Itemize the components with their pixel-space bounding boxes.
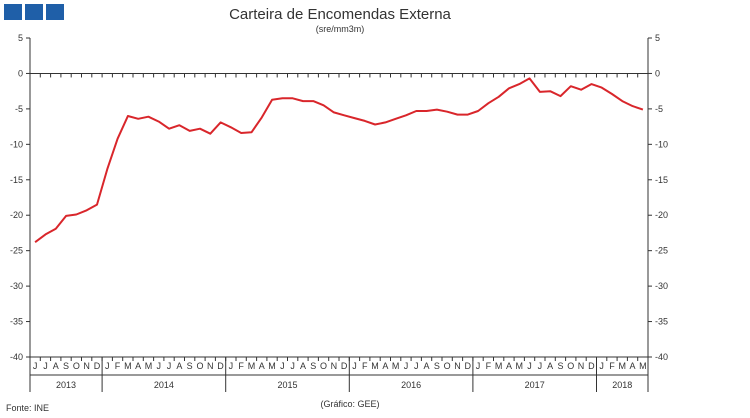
x-tick-label-month: M (495, 361, 503, 371)
x-tick-label-month: M (516, 361, 524, 371)
y-tick-label-right: -25 (655, 246, 668, 256)
y-tick-label-right: 5 (655, 33, 660, 43)
y-tick-label-left: -30 (10, 281, 23, 291)
y-tick-label-right: -20 (655, 210, 668, 220)
x-tick-label-month: J (476, 361, 481, 371)
y-tick-label-left: -40 (10, 352, 23, 362)
x-tick-label-month: F (115, 361, 121, 371)
x-tick-label-month: J (280, 361, 285, 371)
x-tick-label-year: 2015 (277, 380, 297, 390)
y-tick-label-right: -15 (655, 175, 668, 185)
series-line (34, 77, 644, 243)
x-tick-label-month: J (527, 361, 532, 371)
y-tick-label-left: -20 (10, 210, 23, 220)
x-tick-label-month: F (362, 361, 368, 371)
x-tick-label-month: O (444, 361, 451, 371)
x-tick-label-month: M (124, 361, 132, 371)
x-tick-label-month: A (547, 361, 553, 371)
x-tick-label-month: O (73, 361, 80, 371)
x-tick-label-month: N (454, 361, 461, 371)
x-tick-label-month: F (238, 361, 244, 371)
x-tick-label-month: O (320, 361, 327, 371)
y-tick-label-left: -15 (10, 175, 23, 185)
x-tick-label-month: S (187, 361, 193, 371)
x-tick-label-month: J (229, 361, 234, 371)
x-tick-label-month: J (414, 361, 419, 371)
chart-credit: (Gráfico: GEE) (320, 399, 380, 409)
y-tick-label-right: -10 (655, 139, 668, 149)
x-tick-label-month: S (310, 361, 316, 371)
x-tick-label-month: J (33, 361, 38, 371)
x-tick-label-month: N (207, 361, 214, 371)
gee-logo (4, 4, 64, 20)
x-tick-label-month: A (506, 361, 512, 371)
x-tick-label-month: M (268, 361, 276, 371)
x-tick-label-month: J (538, 361, 543, 371)
y-tick-label-left: 5 (18, 33, 23, 43)
logo-block (25, 4, 43, 20)
x-tick-label-year: 2013 (56, 380, 76, 390)
x-tick-label-year: 2016 (401, 380, 421, 390)
x-tick-label-month: S (434, 361, 440, 371)
x-tick-label-month: M (639, 361, 647, 371)
y-tick-label-right: -5 (655, 104, 663, 114)
x-tick-label-month: J (167, 361, 172, 371)
x-tick-label-month: D (217, 361, 224, 371)
x-tick-label-month: J (352, 361, 357, 371)
x-tick-label-month: J (43, 361, 48, 371)
x-tick-label-month: A (53, 361, 59, 371)
x-tick-label-month: O (196, 361, 203, 371)
chart-title: Carteira de Encomendas Externa (229, 6, 451, 23)
x-tick-label-month: F (609, 361, 615, 371)
x-tick-label-month: M (392, 361, 400, 371)
x-tick-label-month: M (371, 361, 379, 371)
x-tick-label-month: A (382, 361, 388, 371)
y-tick-label-left: -5 (15, 104, 23, 114)
x-tick-label-month: A (424, 361, 430, 371)
x-tick-label-month: S (557, 361, 563, 371)
x-tick-label-month: J (157, 361, 162, 371)
x-tick-label-month: A (300, 361, 306, 371)
x-tick-label-month: D (588, 361, 595, 371)
x-tick-label-month: J (404, 361, 409, 371)
y-tick-label-left: -10 (10, 139, 23, 149)
x-tick-label-month: J (105, 361, 110, 371)
x-tick-label-month: O (567, 361, 574, 371)
x-tick-label-month: D (341, 361, 348, 371)
y-tick-label-left: -25 (10, 246, 23, 256)
logo-block (46, 4, 64, 20)
logo-block (4, 4, 22, 20)
x-tick-label-year: 2018 (612, 380, 632, 390)
x-tick-label-month: D (465, 361, 472, 371)
x-tick-label-month: D (94, 361, 101, 371)
x-tick-label-month: F (486, 361, 492, 371)
y-tick-label-right: -35 (655, 317, 668, 327)
x-tick-label-month: J (290, 361, 295, 371)
x-tick-label-month: A (135, 361, 141, 371)
x-tick-label-month: A (630, 361, 636, 371)
y-tick-label-right: -40 (655, 352, 668, 362)
x-tick-label-month: N (83, 361, 90, 371)
x-tick-label-year: 2014 (154, 380, 174, 390)
x-tick-label-month: M (145, 361, 153, 371)
x-tick-label-year: 2017 (525, 380, 545, 390)
chart-subtitle: (sre/mm3m) (315, 24, 365, 34)
y-tick-label-left: 0 (18, 68, 23, 78)
x-tick-label-month: N (331, 361, 338, 371)
x-tick-label-month: N (578, 361, 585, 371)
y-tick-label-left: -35 (10, 317, 23, 327)
x-tick-label-month: A (176, 361, 182, 371)
x-tick-label-month: J (599, 361, 604, 371)
x-tick-label-month: S (63, 361, 69, 371)
y-tick-label-right: 0 (655, 68, 660, 78)
source-note: Fonte: INE (6, 403, 50, 413)
x-tick-label-month: M (619, 361, 627, 371)
x-tick-label-month: A (259, 361, 265, 371)
x-tick-label-month: M (248, 361, 256, 371)
y-tick-label-right: -30 (655, 281, 668, 291)
